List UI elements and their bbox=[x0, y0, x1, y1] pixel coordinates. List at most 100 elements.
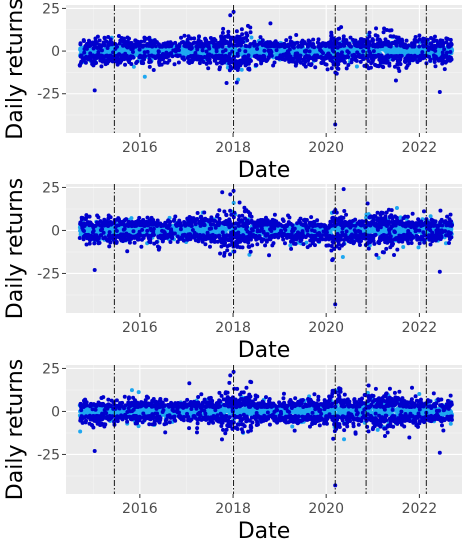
point-high-volatility bbox=[102, 231, 106, 235]
point-high-volatility bbox=[192, 36, 196, 40]
point-high-volatility bbox=[152, 233, 156, 237]
point-high-volatility bbox=[131, 56, 135, 60]
point-high-volatility bbox=[179, 36, 183, 40]
point-high-volatility bbox=[235, 81, 239, 85]
point-high-volatility bbox=[237, 48, 241, 52]
point-high-volatility bbox=[152, 227, 156, 231]
point-high-volatility bbox=[254, 63, 258, 67]
point-high-volatility bbox=[369, 66, 373, 70]
point-high-volatility bbox=[131, 50, 135, 54]
point-high-volatility bbox=[294, 33, 298, 37]
point-high-volatility bbox=[241, 40, 245, 44]
point-high-volatility bbox=[414, 35, 418, 39]
point-high-volatility bbox=[429, 58, 433, 62]
point-high-volatility bbox=[115, 229, 119, 233]
point-high-volatility bbox=[208, 245, 212, 249]
point-high-volatility bbox=[148, 240, 152, 244]
point-high-volatility bbox=[417, 44, 421, 48]
point-low-volatility bbox=[288, 243, 292, 247]
point-high-volatility bbox=[367, 34, 371, 38]
point-high-volatility bbox=[372, 49, 376, 53]
point-high-volatility bbox=[96, 35, 100, 39]
point-high-volatility bbox=[98, 241, 102, 245]
point-high-volatility bbox=[115, 240, 119, 244]
point-high-volatility bbox=[336, 67, 340, 71]
point-high-volatility bbox=[312, 45, 316, 49]
point-high-volatility bbox=[98, 38, 102, 42]
point-high-volatility bbox=[288, 36, 292, 40]
y-axis-title: Daily returns bbox=[3, 0, 28, 140]
point-low-volatility bbox=[395, 206, 399, 210]
point-low-volatility bbox=[249, 36, 253, 40]
point-high-volatility bbox=[228, 13, 232, 17]
y-tick-label: -25 bbox=[37, 87, 60, 103]
y-tick-label: 25 bbox=[42, 1, 60, 17]
point-high-volatility bbox=[125, 249, 129, 253]
point-high-volatility bbox=[197, 34, 201, 38]
point-high-volatility bbox=[100, 227, 104, 231]
point-high-volatility bbox=[433, 64, 437, 68]
point-low-volatility bbox=[129, 216, 133, 220]
point-high-volatility bbox=[218, 65, 222, 69]
point-high-volatility bbox=[82, 229, 86, 233]
y-tick-label: 0 bbox=[51, 44, 60, 60]
point-high-volatility bbox=[243, 49, 247, 53]
point-high-volatility bbox=[78, 236, 82, 240]
point-high-volatility bbox=[273, 61, 277, 65]
x-tick-label: 2020 bbox=[308, 140, 344, 156]
point-high-volatility bbox=[443, 67, 447, 71]
point-high-volatility bbox=[207, 47, 211, 51]
point-high-volatility bbox=[400, 54, 404, 58]
point-high-volatility bbox=[330, 66, 334, 70]
point-high-volatility bbox=[255, 47, 259, 51]
point-high-volatility bbox=[261, 38, 265, 42]
point-high-volatility bbox=[374, 26, 378, 30]
point-high-volatility bbox=[140, 228, 144, 232]
point-high-volatility bbox=[346, 63, 350, 67]
point-high-volatility bbox=[217, 208, 221, 212]
point-high-volatility bbox=[235, 29, 239, 33]
point-high-volatility bbox=[226, 30, 230, 34]
point-high-volatility bbox=[349, 45, 353, 49]
point-high-volatility bbox=[209, 226, 213, 230]
point-high-volatility bbox=[168, 220, 172, 224]
point-high-volatility bbox=[221, 31, 225, 35]
point-high-volatility bbox=[157, 50, 161, 54]
point-high-volatility bbox=[173, 232, 177, 236]
point-high-volatility bbox=[157, 246, 161, 250]
point-high-volatility bbox=[249, 59, 253, 63]
x-tick-label: 2022 bbox=[402, 140, 438, 156]
point-high-volatility bbox=[442, 47, 446, 51]
point-high-volatility bbox=[368, 31, 372, 35]
point-high-volatility bbox=[270, 54, 274, 58]
point-high-volatility bbox=[308, 49, 312, 53]
point-high-volatility bbox=[399, 62, 403, 66]
point-high-volatility bbox=[109, 215, 113, 219]
point-high-volatility bbox=[248, 25, 252, 29]
panel-background bbox=[66, 5, 462, 133]
point-high-volatility bbox=[340, 50, 344, 54]
point-high-volatility bbox=[269, 50, 273, 54]
point-high-volatility bbox=[262, 49, 266, 53]
point-high-volatility bbox=[299, 54, 303, 58]
point-low-volatility bbox=[355, 65, 359, 69]
point-high-volatility bbox=[108, 240, 112, 244]
point-high-volatility bbox=[135, 60, 139, 64]
point-high-volatility bbox=[143, 54, 147, 58]
point-high-volatility bbox=[448, 50, 452, 54]
point-high-volatility bbox=[405, 39, 409, 43]
point-low-volatility bbox=[341, 255, 345, 259]
point-high-volatility bbox=[100, 48, 104, 52]
point-low-volatility bbox=[417, 245, 421, 249]
point-high-volatility bbox=[236, 54, 240, 58]
point-high-volatility bbox=[347, 51, 351, 55]
point-high-volatility bbox=[245, 38, 249, 42]
point-low-volatility bbox=[429, 214, 433, 218]
point-high-volatility bbox=[245, 33, 249, 37]
point-low-volatility bbox=[143, 75, 147, 79]
point-high-volatility bbox=[249, 30, 253, 34]
point-high-volatility bbox=[310, 62, 314, 66]
